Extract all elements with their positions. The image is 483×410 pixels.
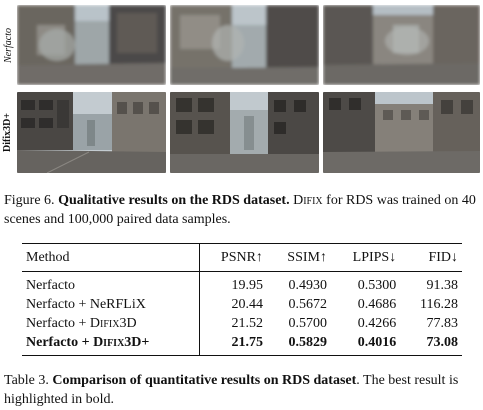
cell-psnr: 21.52 (231, 315, 263, 331)
cell-ssim: 0.5700 (288, 315, 327, 331)
cell-fid: 91.38 (426, 277, 459, 293)
cell-method: Nerfacto + NeRFLiX (22, 295, 200, 314)
cell-fid: 116.28 (420, 296, 458, 312)
table-row: Nerfacto + Difix3D+ 21.75 0.5829 0.4016 73.0… (22, 333, 462, 356)
cell-method: Nerfacto (22, 271, 200, 295)
cell-method: Nerfacto + Difix3D+ (22, 333, 200, 356)
row-label-difix3d: Difix3D+ (2, 112, 14, 152)
nerfacto-render-3 (323, 5, 480, 85)
col-header-method: Method (22, 243, 200, 272)
col-header-fid: FID↓ (428, 249, 458, 265)
difix3d-render-3 (323, 92, 480, 173)
cell-psnr: 19.95 (231, 277, 263, 293)
table-caption: Table 3. Comparison of quantitative resu… (4, 373, 459, 407)
table-header-row: Method PSNR↑ SSIM↑ LPIPS↓ FID↓ (22, 243, 462, 272)
cell-lpips: 0.4686 (357, 296, 397, 312)
difix3d-render-2 (170, 92, 319, 173)
row-label-nerfacto: Nerfacto (2, 27, 14, 63)
qualitative-image-grid: Nerfacto Difix3D+ (0, 0, 483, 178)
cell-ssim: 0.5672 (288, 296, 327, 312)
figure-caption: Figure 6. Qualitative results on the RDS… (4, 193, 476, 227)
cell-psnr: 21.75 (231, 334, 263, 350)
table-row: Nerfacto + NeRFLiX 20.44 0.5672 0.4686 116.2… (22, 295, 462, 314)
col-header-ssim: SSIM↑ (287, 249, 327, 265)
nerfacto-render-1 (17, 5, 166, 85)
cell-psnr: 20.44 (231, 296, 263, 312)
results-table: Method PSNR↑ SSIM↑ LPIPS↓ FID↓ Nerfacto 1… (22, 243, 462, 356)
cell-lpips: 0.5300 (357, 277, 397, 293)
cell-fid: 73.08 (426, 334, 459, 350)
col-header-psnr: PSNR↑ (220, 249, 263, 265)
table-row: Nerfacto + Difix3D 21.52 0.5700 0.4266 77.83 (22, 314, 462, 333)
cell-lpips: 0.4016 (357, 334, 397, 350)
difix3d-render-1 (17, 92, 166, 173)
nerfacto-render-2 (170, 5, 319, 85)
cell-fid: 77.83 (426, 315, 459, 331)
cell-method: Nerfacto + Difix3D (22, 314, 200, 333)
cell-ssim: 0.5829 (288, 334, 327, 350)
table-row: Nerfacto 19.95 0.4930 0.5300 91.38 (22, 271, 462, 295)
cell-ssim: 0.4930 (288, 277, 327, 293)
col-header-lpips: LPIPS↓ (352, 249, 397, 265)
cell-lpips: 0.4266 (357, 315, 397, 331)
